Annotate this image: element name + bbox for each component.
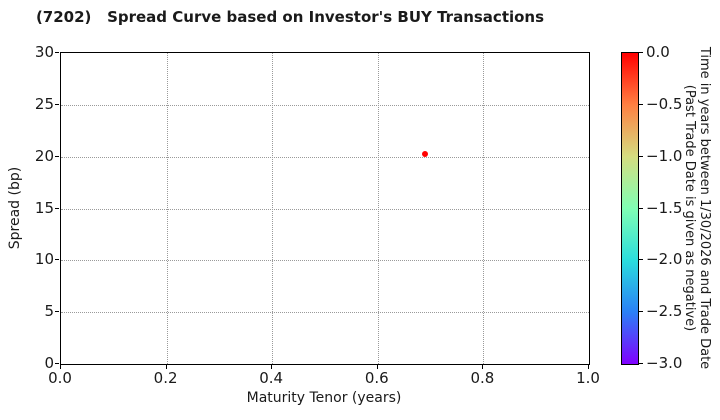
y-tick-label: 0 — [44, 354, 54, 372]
y-tick-mark — [55, 207, 59, 209]
colorbar-tick-label: −2.5 — [646, 302, 683, 321]
x-tick-mark — [588, 365, 589, 369]
gridline — [61, 156, 589, 158]
y-tick-label: 20 — [34, 146, 54, 165]
colorbar-tick-label: −3.0 — [646, 354, 683, 372]
x-tick-mark — [376, 365, 378, 369]
x-tick-label: 0.6 — [364, 369, 389, 387]
y-tick-label: 25 — [34, 94, 54, 113]
x-tick-label: 0.4 — [259, 369, 284, 387]
colorbar-tick-mark — [639, 207, 643, 209]
gridline — [61, 260, 589, 262]
colorbar-tick-mark — [639, 363, 643, 364]
gridline — [61, 312, 589, 314]
colorbar-tick-mark — [639, 155, 643, 157]
colorbar-tick-label: −1.0 — [646, 146, 683, 165]
y-tick-mark — [55, 52, 59, 53]
y-axis-label: Spread (bp) — [7, 166, 23, 250]
x-tick-label: 0.0 — [48, 369, 72, 387]
y-tick-label: 10 — [34, 250, 54, 269]
x-tick-mark — [482, 365, 484, 369]
colorbar — [621, 52, 639, 365]
colorbar-tick-mark — [639, 311, 643, 313]
gridline — [61, 208, 589, 210]
colorbar-tick-label: −2.0 — [646, 250, 683, 269]
x-tick-label: 0.8 — [470, 369, 495, 387]
data-point — [422, 150, 429, 157]
y-tick-mark — [55, 311, 59, 313]
y-tick-label: 30 — [34, 43, 54, 61]
y-tick-mark — [55, 259, 59, 261]
x-tick-mark — [60, 365, 61, 369]
colorbar-tick-label: 0.0 — [646, 43, 670, 61]
x-tick-mark — [165, 365, 167, 369]
x-axis-label: Maturity Tenor (years) — [246, 390, 402, 406]
y-tick-label: 15 — [34, 198, 54, 217]
chart-title: (7202) Spread Curve based on Investor's … — [35, 8, 545, 26]
y-tick-label: 5 — [44, 302, 54, 321]
colorbar-tick-mark — [639, 259, 643, 261]
x-tick-mark — [271, 365, 273, 369]
colorbar-tick-label: −0.5 — [646, 94, 683, 113]
y-tick-mark — [55, 155, 59, 157]
colorbar-tick-label: −1.5 — [646, 198, 683, 217]
colorbar-tick-mark — [639, 52, 643, 53]
gridline — [61, 104, 589, 106]
colorbar-tick-mark — [639, 103, 643, 105]
y-tick-mark — [55, 103, 59, 105]
plot-area — [60, 52, 590, 365]
x-tick-label: 0.2 — [153, 369, 178, 387]
x-tick-label: 1.0 — [576, 369, 600, 387]
colorbar-label-line1: Time in years between 1/30/2026 and Trad… — [697, 46, 712, 370]
y-tick-mark — [55, 363, 59, 364]
